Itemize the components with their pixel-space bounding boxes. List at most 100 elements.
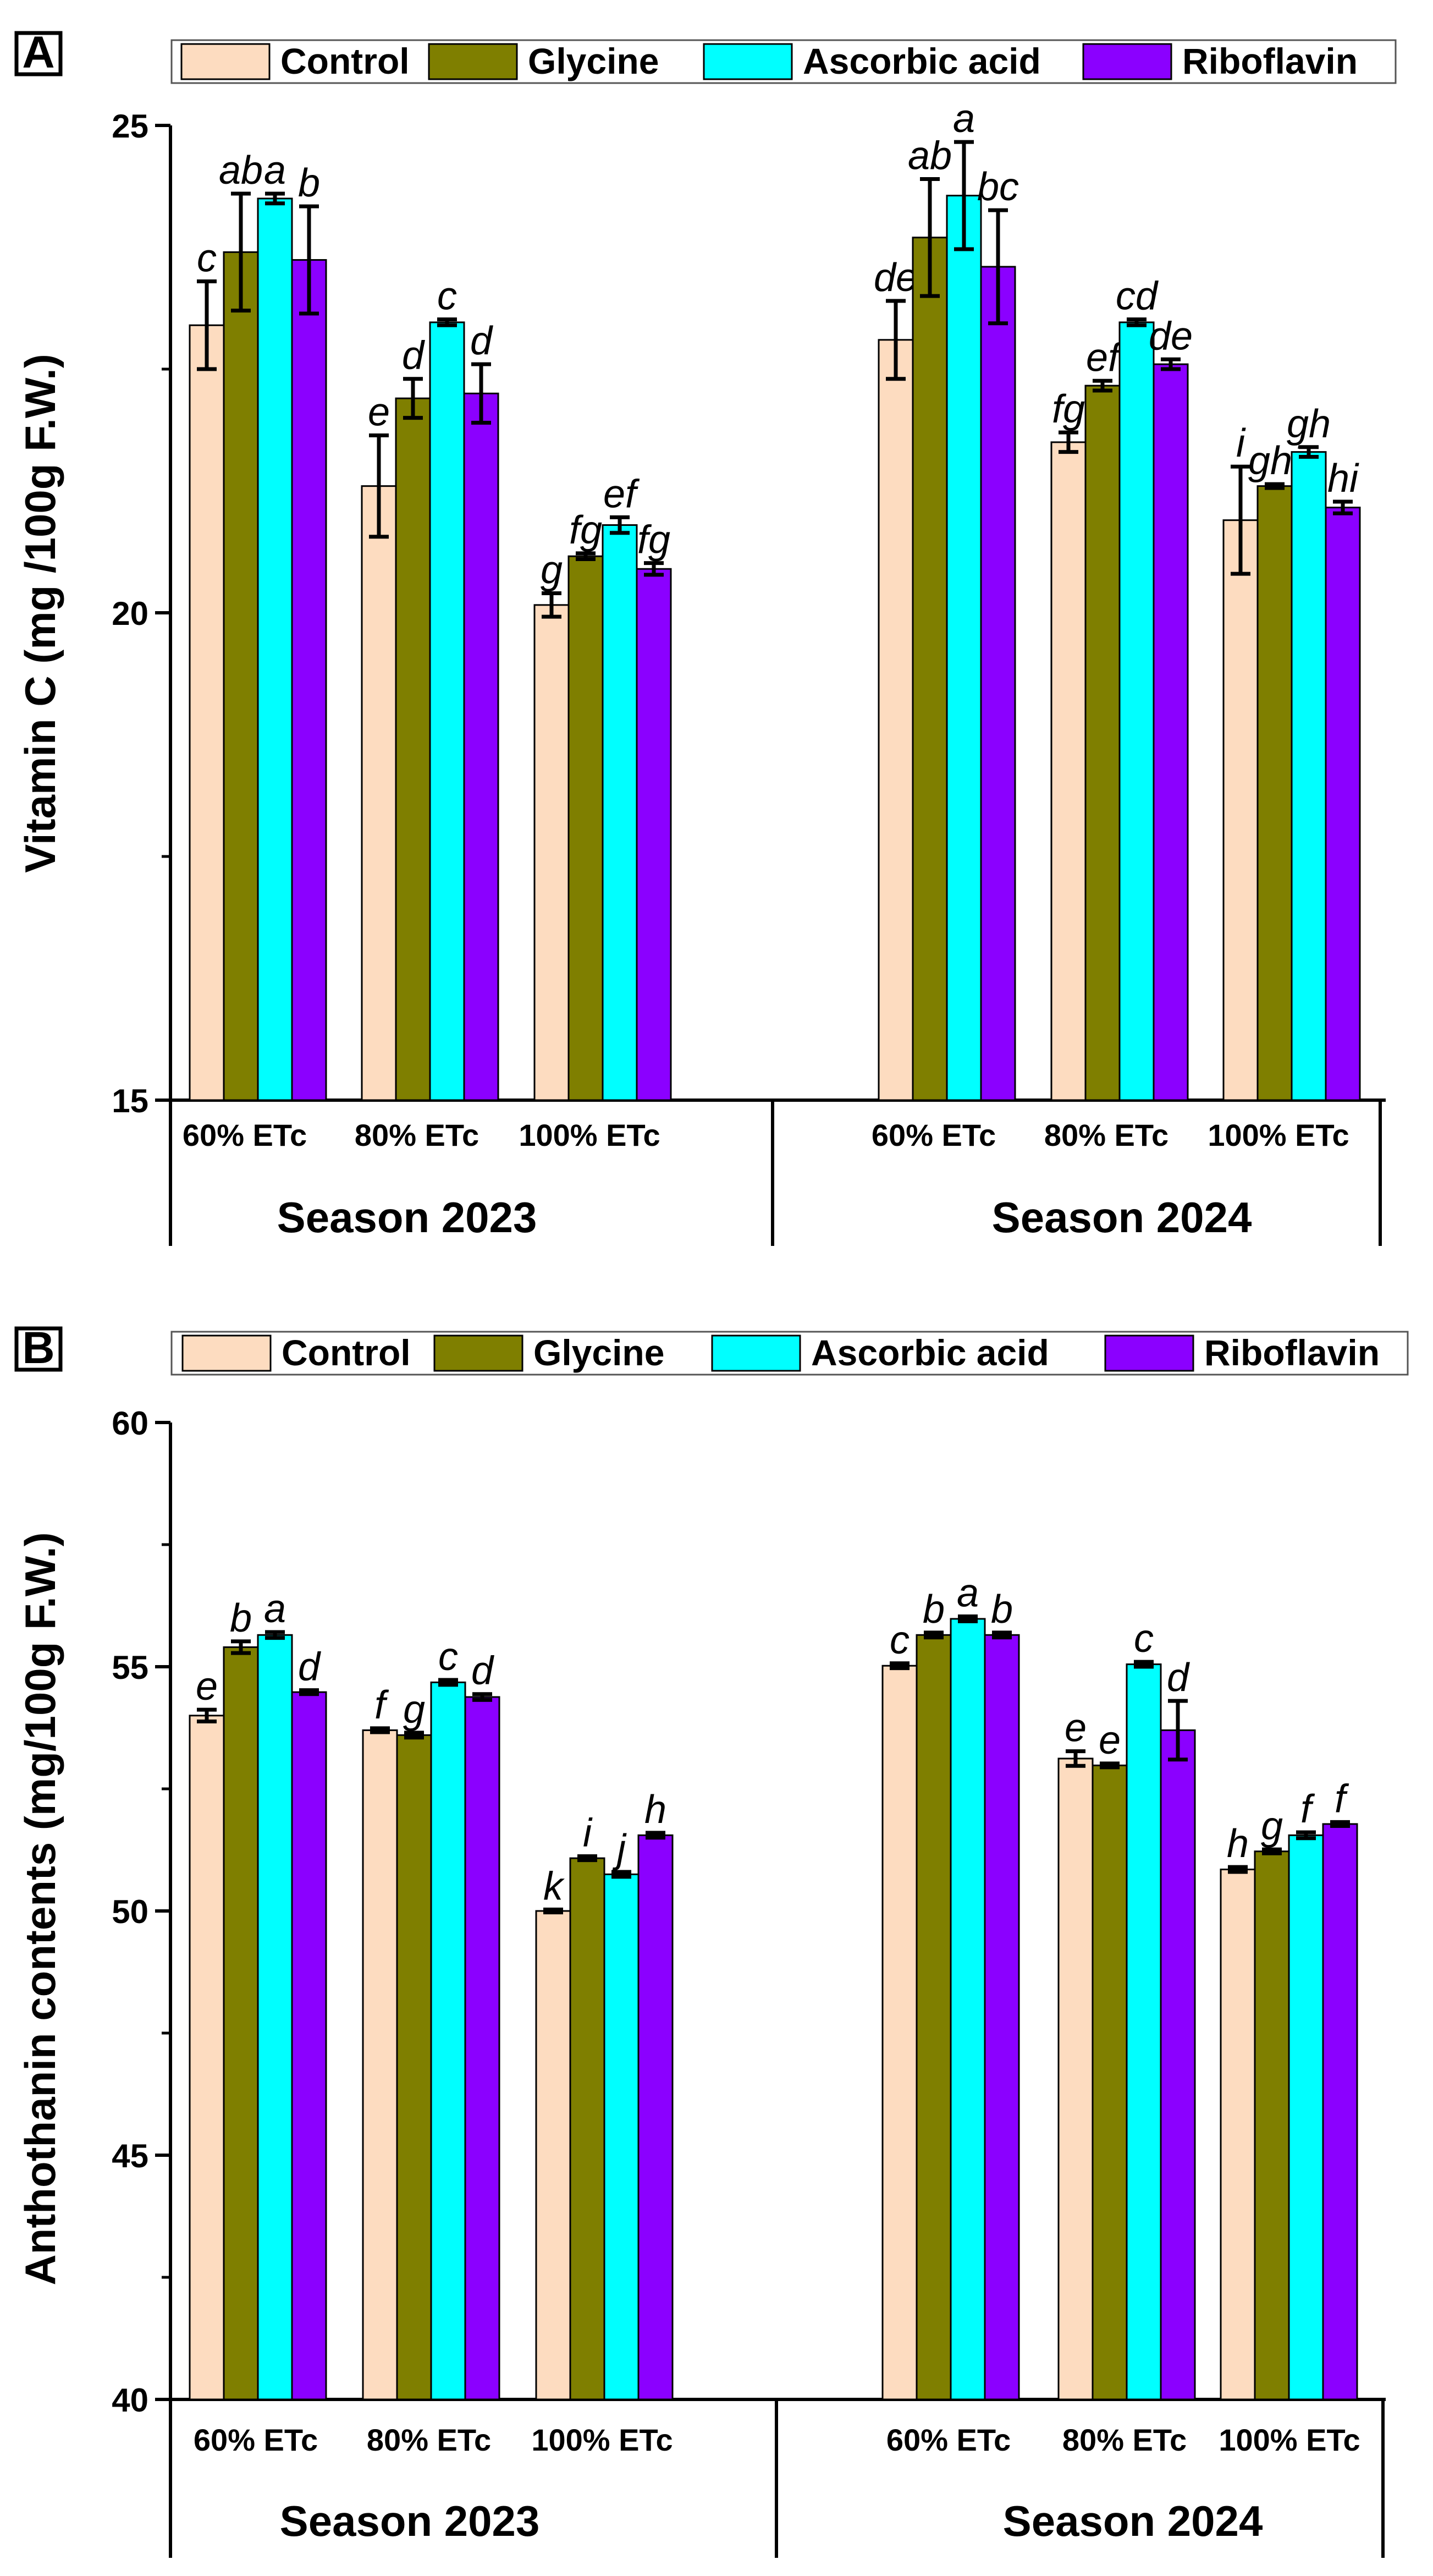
- significance-letter: k: [543, 1864, 565, 1908]
- x-tick-label: 80% ETc: [355, 1118, 479, 1152]
- bar: [257, 197, 293, 1101]
- x-tick-label: 80% ETc: [1062, 2423, 1187, 2457]
- bar: [636, 568, 672, 1101]
- legend-entry: Ascorbic acid: [811, 1332, 1049, 1373]
- legend-swatch: [181, 1334, 272, 1372]
- significance-letter: a: [957, 1572, 979, 1616]
- significance-letter: e: [196, 1665, 218, 1709]
- x-tick-label: 60% ETc: [183, 1118, 307, 1152]
- x-tick-label: 100% ETc: [1208, 1118, 1349, 1152]
- legend-entry: Glycine: [528, 41, 659, 81]
- legend-entry: Glycine: [533, 1332, 664, 1373]
- y-tick-label: 40: [112, 2382, 148, 2419]
- significance-letter: c: [197, 237, 217, 281]
- bar: [1322, 1823, 1358, 2401]
- bar: [984, 1634, 1020, 2401]
- significance-letter: e: [1099, 1718, 1121, 1762]
- significance-letter: ef: [1086, 336, 1123, 380]
- bar: [567, 555, 604, 1101]
- bar: [533, 604, 570, 1101]
- significance-letter: f: [374, 1683, 389, 1727]
- legend-entry: Riboflavin: [1204, 1332, 1380, 1373]
- significance-letter: gh: [1287, 402, 1331, 446]
- significance-letter: g: [403, 1688, 425, 1732]
- bar: [535, 1910, 571, 2401]
- significance-letter: d: [470, 319, 493, 363]
- significance-letter: a: [953, 97, 975, 141]
- significance-letter: b: [230, 1596, 252, 1640]
- bar: [603, 1873, 640, 2401]
- bar: [429, 321, 465, 1101]
- significance-letter: a: [264, 1587, 286, 1631]
- significance-letter: fg: [569, 508, 602, 552]
- y-tick-label: 55: [112, 1649, 148, 1686]
- x-tick-label: 60% ETc: [886, 2423, 1011, 2457]
- y-tick-label: 60: [112, 1405, 148, 1442]
- significance-letter: i: [1236, 421, 1246, 465]
- bar: [1291, 451, 1327, 1101]
- bar: [1220, 1869, 1256, 2401]
- legend-swatch: [703, 43, 793, 80]
- bar: [916, 1634, 952, 2401]
- legend-swatch: [180, 43, 271, 80]
- significance-letter: g: [541, 548, 563, 592]
- significance-letter: i: [583, 1811, 593, 1855]
- legend-swatch: [433, 1334, 523, 1372]
- significance-letter: g: [1261, 1804, 1283, 1848]
- x-tick-label: 80% ETc: [1044, 1118, 1169, 1152]
- bar: [430, 1681, 466, 2401]
- y-axis-title: Vitamin C (mg /100g F.W.): [16, 354, 64, 872]
- bar: [1254, 1850, 1290, 2401]
- bar: [1222, 519, 1259, 1101]
- bar: [396, 1734, 432, 2401]
- significance-letter: e: [1065, 1706, 1087, 1750]
- x-tick-label: 100% ETc: [531, 2423, 673, 2457]
- legend-swatch: [1082, 43, 1172, 80]
- significance-letter: de: [1149, 314, 1193, 358]
- panel-label-box: [14, 31, 63, 76]
- x-tick-label: 100% ETc: [1219, 2423, 1360, 2457]
- season-label: Season 2023: [280, 2497, 540, 2545]
- y-tick-label: 20: [112, 595, 148, 632]
- significance-letter: bc: [977, 165, 1019, 209]
- significance-letter: h: [1227, 1822, 1249, 1866]
- panel-label: B: [22, 1323, 54, 1373]
- bar: [878, 339, 914, 1101]
- panel-label-box: [14, 1326, 63, 1372]
- significance-letter: ab: [908, 134, 952, 178]
- significance-letter: j: [612, 1827, 627, 1871]
- x-tick-label: 60% ETc: [872, 1118, 996, 1152]
- bar: [291, 259, 327, 1101]
- bar: [257, 1634, 293, 2401]
- x-tick-label: 100% ETc: [519, 1118, 660, 1152]
- significance-letter: c: [437, 274, 457, 318]
- significance-letter: c: [438, 1635, 458, 1679]
- significance-letter: b: [991, 1588, 1013, 1632]
- bar: [980, 266, 1016, 1101]
- significance-letter: e: [368, 390, 390, 434]
- bar: [1325, 507, 1361, 1101]
- bar: [1118, 321, 1155, 1101]
- significance-letter: a: [264, 149, 286, 193]
- bar: [1288, 1834, 1324, 2401]
- bar: [1050, 441, 1087, 1101]
- bar: [1160, 1729, 1196, 2401]
- significance-letter: d: [298, 1645, 321, 1689]
- significance-letter: cd: [1116, 274, 1159, 318]
- legend-entry: Riboflavin: [1182, 41, 1358, 81]
- bar: [569, 1857, 605, 2401]
- legend-swatch: [1104, 1334, 1194, 1372]
- y-tick-label: 50: [112, 1893, 148, 1930]
- season-label: Season 2024: [1003, 2497, 1263, 2545]
- bar: [463, 392, 499, 1101]
- y-axis-title: Anthothanin contents (mg/100g F.W.): [16, 1532, 64, 2285]
- significance-letter: ef: [603, 472, 640, 516]
- significance-letter: h: [644, 1788, 666, 1832]
- bar: [223, 251, 259, 1101]
- bar: [602, 524, 638, 1101]
- significance-letter: ab: [219, 149, 263, 193]
- legend-swatch: [428, 43, 518, 80]
- bar: [881, 1665, 918, 2401]
- legend-entry: Control: [282, 1332, 411, 1373]
- significance-letter: d: [1167, 1656, 1190, 1700]
